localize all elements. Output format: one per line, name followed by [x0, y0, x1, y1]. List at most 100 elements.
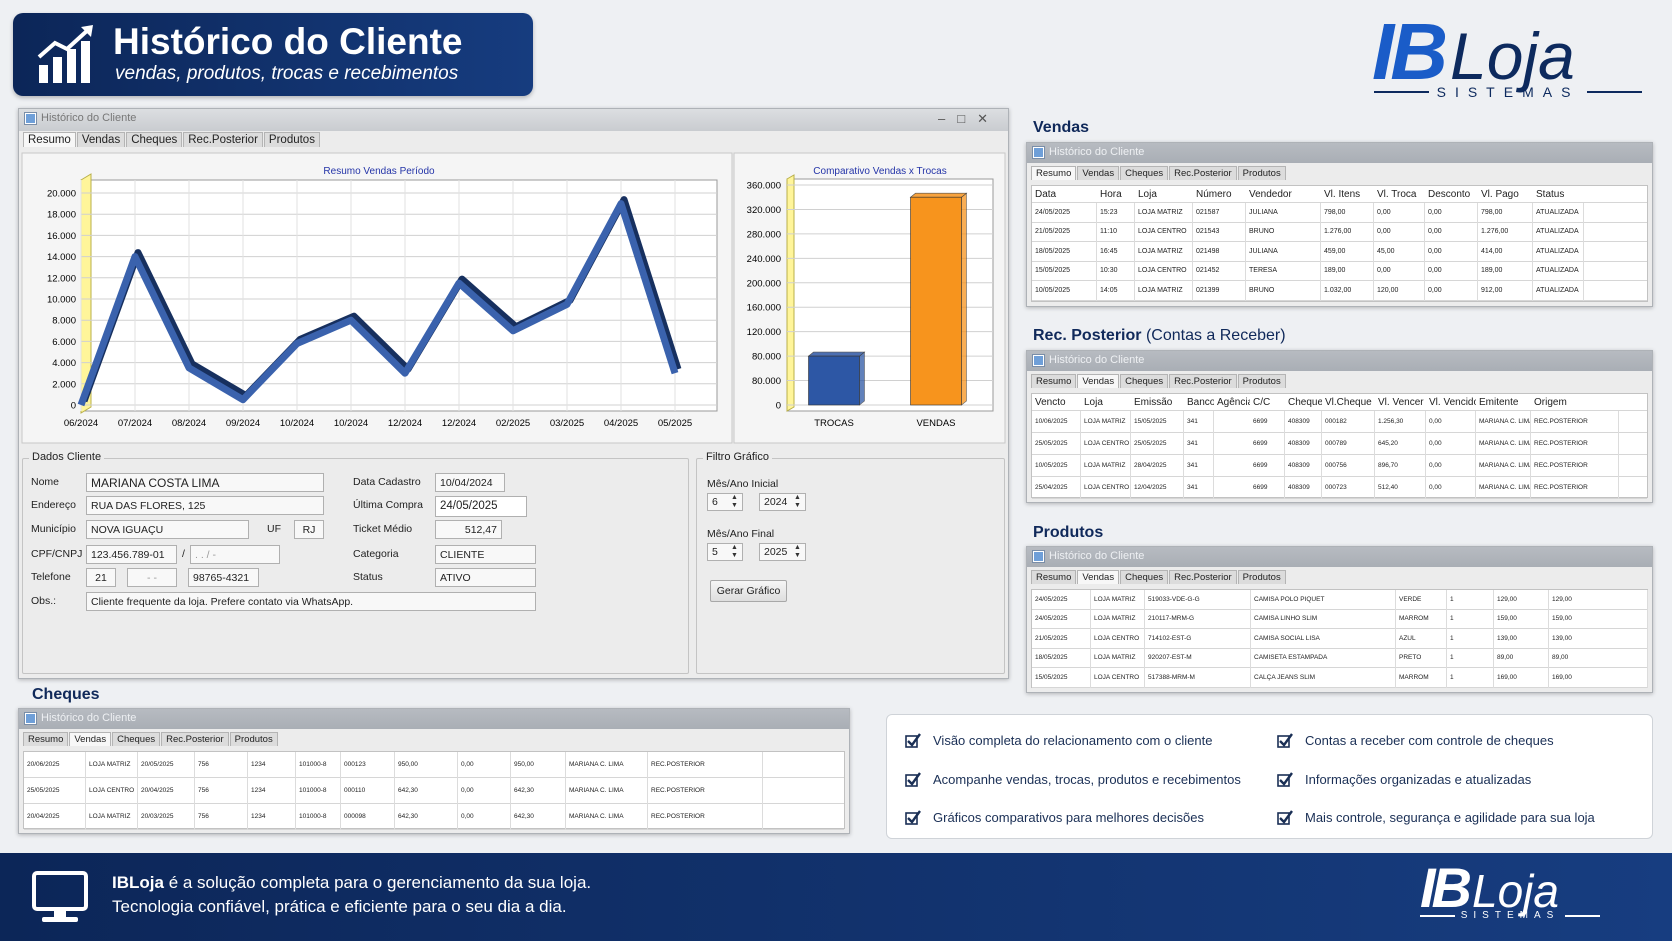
tab[interactable]: Vendas — [1077, 374, 1120, 388]
table-cell: 756 — [195, 778, 248, 804]
table-cell: 20/04/2025 — [138, 778, 195, 804]
features-box: Visão completa do relacionamento com o c… — [886, 714, 1653, 839]
button[interactable]: Gerar Gráfico — [710, 580, 787, 602]
table-cell: 0,00 — [1426, 455, 1476, 477]
table-cell: 20/03/2025 — [138, 804, 195, 830]
table-cell: 341 — [1184, 455, 1214, 477]
tab[interactable]: Vendas — [1077, 166, 1120, 180]
field-label: Município — [31, 523, 76, 535]
table-cell: 89,00 — [1549, 648, 1648, 668]
section-heading: Produtos — [1033, 524, 1104, 541]
table-cell: MARIANA C. LIMA — [566, 778, 648, 804]
spinner-arrows: ▲ ▼ — [731, 544, 738, 559]
title-bar: Histórico do Cliente — [1027, 143, 1652, 163]
table-cell: 414,00 — [1478, 242, 1533, 262]
y-tick-label: 4.000 — [52, 358, 76, 369]
tab[interactable]: Cheques — [112, 732, 161, 746]
check-box — [1277, 773, 1290, 787]
x-tick-label: 09/2024 — [226, 418, 260, 429]
banner-icon — [37, 25, 93, 83]
tab[interactable]: Resumo — [1031, 570, 1077, 584]
table-cell: PRETO — [1396, 648, 1447, 668]
tab[interactable]: Resumo — [23, 732, 69, 746]
feature-text: Contas a receber com controle de cheques — [1305, 733, 1554, 748]
tab[interactable]: Rec.Posterior — [183, 132, 263, 147]
tab[interactable]: Cheques — [126, 132, 183, 147]
table-cell: 25/05/2025 — [24, 778, 86, 804]
y-tick-label: 0 — [776, 401, 781, 412]
field[interactable]: 2025 — [759, 543, 806, 561]
field[interactable]: 6 — [707, 493, 743, 511]
field[interactable]: 5 — [707, 543, 743, 561]
table-cell: LOJA CENTRO — [1081, 433, 1131, 455]
tab[interactable]: Rec.Posterior — [1169, 570, 1237, 584]
x-tick-label: 10/2024 — [334, 418, 368, 429]
tab[interactable]: Produtos — [263, 132, 320, 147]
check-icon — [1277, 771, 1293, 787]
tab[interactable]: Cheques — [1120, 374, 1169, 388]
table-cell: 920207-EST-M — [1145, 648, 1251, 668]
y-tick-label: 0 — [71, 401, 76, 412]
table-cell: 15:23 — [1097, 203, 1135, 223]
y-tick-label: 10.000 — [47, 295, 76, 306]
check-mark — [907, 771, 921, 786]
tab[interactable]: Cheques — [1120, 166, 1169, 180]
table-cell: 25/05/2025 — [1032, 433, 1081, 455]
column-header: Cheque — [1288, 396, 1322, 408]
tab[interactable]: Rec.Posterior — [161, 732, 229, 746]
table-cell: LOJA MATRIZ — [1091, 609, 1145, 629]
column-header: Vl. Vencer — [1378, 396, 1424, 408]
header-row: Data Hora Loja Número Vendedor Vl. Itens Vl. T… — [1032, 186, 1647, 203]
footer-line: Tecnologia confiável, prática e eficient… — [112, 897, 567, 916]
tab[interactable]: Cheques — [1120, 570, 1169, 584]
column-header: Loja — [1084, 396, 1103, 408]
field-label: Status — [353, 571, 383, 583]
table-cell: 11:10 — [1097, 222, 1135, 242]
window-title: Histórico do Cliente — [1049, 550, 1145, 562]
table-cell: 15/05/2025 — [1032, 261, 1097, 281]
table-cell: 101000-8 — [296, 778, 341, 804]
y-tick-label: 160.000 — [747, 303, 781, 314]
table-cell: 798,00 — [1321, 203, 1374, 223]
tab[interactable]: Produtos — [1237, 166, 1286, 180]
table-cell: MARROM — [1396, 609, 1447, 629]
tab[interactable]: Resumo — [23, 132, 76, 147]
column-header: Loja — [1138, 188, 1157, 200]
heading-note: (Contas a Receber) — [1145, 327, 1286, 344]
tab[interactable]: Produtos — [229, 732, 278, 746]
tab[interactable]: Vendas — [76, 132, 126, 147]
table-cell: MARIANA C. LIMA — [566, 804, 648, 830]
y-tick-label: 360.000 — [747, 181, 781, 192]
y-tick-label: 6.000 — [52, 337, 76, 348]
tab[interactable]: Produtos — [1237, 570, 1286, 584]
logo-brand: IB — [1420, 856, 1472, 919]
feature-text: Acompanhe vendas, trocas, produtos e rec… — [933, 771, 1241, 787]
x-tick-label: 05/2025 — [658, 418, 692, 429]
table-cell: 000123 — [341, 752, 395, 778]
field-label: UF — [267, 523, 281, 535]
y-tick-label: 320.000 — [747, 205, 781, 216]
table-cell: 189,00 — [1321, 261, 1374, 281]
table-cell: 1.276,00 — [1321, 222, 1374, 242]
column-header: Data — [1035, 188, 1057, 200]
tab[interactable]: Vendas — [1077, 570, 1120, 584]
tab[interactable]: Rec.Posterior — [1169, 374, 1237, 388]
table-cell: 10/05/2025 — [1032, 281, 1097, 301]
tab[interactable]: Resumo — [1031, 374, 1077, 388]
table-cell: ATUALIZADA — [1533, 242, 1584, 262]
table-cell: CAMISETA ESTAMPADA — [1251, 648, 1396, 668]
tab[interactable]: Produtos — [1237, 374, 1286, 388]
table-cell: 642,30 — [511, 778, 566, 804]
bar-side — [961, 192, 967, 406]
table-cell: 28/04/2025 — [1131, 455, 1184, 477]
table-cell: 169,00 — [1494, 668, 1549, 688]
table-cell: 642,30 — [395, 778, 458, 804]
column-header: C/C — [1253, 396, 1271, 408]
field[interactable]: 2024 — [759, 493, 806, 511]
table-cell: 6699 — [1250, 433, 1285, 455]
tab[interactable]: Rec.Posterior — [1169, 166, 1237, 180]
table-cell: 21/05/2025 — [1032, 222, 1097, 242]
table-cell: 10/06/2025 — [1032, 411, 1081, 433]
tab[interactable]: Resumo — [1031, 166, 1077, 180]
tab[interactable]: Vendas — [69, 732, 112, 746]
